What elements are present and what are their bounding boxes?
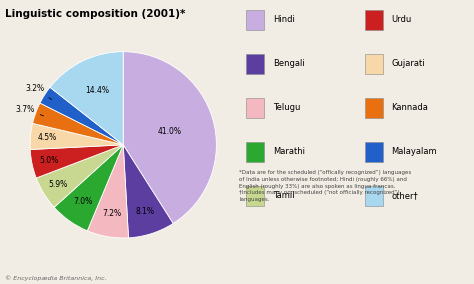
Wedge shape xyxy=(30,145,123,178)
Wedge shape xyxy=(33,103,123,145)
Wedge shape xyxy=(123,52,217,224)
Wedge shape xyxy=(87,145,128,238)
Text: Urdu: Urdu xyxy=(392,15,412,24)
Text: Malayalam: Malayalam xyxy=(392,147,437,156)
Text: Hindi: Hindi xyxy=(273,15,295,24)
Text: 41.0%: 41.0% xyxy=(158,127,182,136)
Text: Gujarati: Gujarati xyxy=(392,59,425,68)
Text: other†: other† xyxy=(392,191,418,201)
Wedge shape xyxy=(50,52,123,145)
Text: 4.5%: 4.5% xyxy=(37,133,57,142)
Text: © Encyclopædia Britannica, Inc.: © Encyclopædia Britannica, Inc. xyxy=(5,275,106,281)
Text: 14.4%: 14.4% xyxy=(85,86,109,95)
Wedge shape xyxy=(30,123,123,149)
Text: Kannada: Kannada xyxy=(392,103,428,112)
Text: Bengali: Bengali xyxy=(273,59,305,68)
Text: 8.1%: 8.1% xyxy=(135,207,154,216)
Text: 7.2%: 7.2% xyxy=(102,209,121,218)
Text: 5.0%: 5.0% xyxy=(39,156,58,165)
Wedge shape xyxy=(40,87,123,145)
Text: Telugu: Telugu xyxy=(273,103,301,112)
Text: *Data are for the scheduled (“offically recognized”) languages
of India unless o: *Data are for the scheduled (“offically … xyxy=(239,170,411,202)
Text: Linguistic composition (2001)*: Linguistic composition (2001)* xyxy=(5,9,185,18)
Wedge shape xyxy=(123,145,173,238)
Text: 5.9%: 5.9% xyxy=(48,180,68,189)
Text: 3.2%: 3.2% xyxy=(26,84,52,99)
Text: Marathi: Marathi xyxy=(273,147,305,156)
Text: Tamil: Tamil xyxy=(273,191,295,201)
Text: 7.0%: 7.0% xyxy=(73,197,92,206)
Text: 3.7%: 3.7% xyxy=(16,105,44,116)
Wedge shape xyxy=(36,145,123,207)
Wedge shape xyxy=(54,145,123,231)
